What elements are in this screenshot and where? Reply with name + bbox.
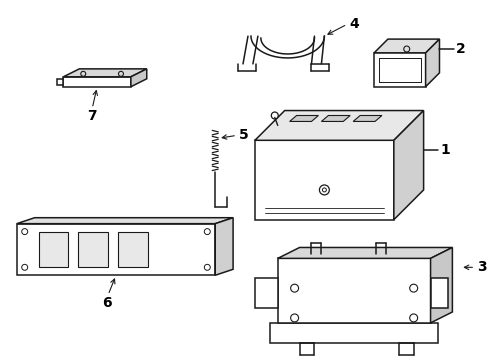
Polygon shape bbox=[255, 140, 394, 220]
Polygon shape bbox=[426, 39, 440, 87]
Polygon shape bbox=[63, 69, 147, 77]
Circle shape bbox=[404, 46, 410, 52]
Polygon shape bbox=[63, 77, 131, 87]
Polygon shape bbox=[374, 53, 426, 87]
Bar bbox=[78, 231, 108, 267]
Polygon shape bbox=[290, 116, 318, 121]
Polygon shape bbox=[278, 247, 452, 258]
Text: 1: 1 bbox=[441, 143, 450, 157]
Polygon shape bbox=[394, 111, 424, 220]
Circle shape bbox=[22, 229, 28, 235]
Text: 7: 7 bbox=[87, 109, 97, 123]
Polygon shape bbox=[255, 111, 424, 140]
Polygon shape bbox=[374, 39, 440, 53]
Bar bbox=[39, 231, 69, 267]
Circle shape bbox=[291, 284, 298, 292]
Polygon shape bbox=[431, 247, 452, 323]
Circle shape bbox=[410, 284, 417, 292]
Circle shape bbox=[291, 314, 298, 322]
Polygon shape bbox=[270, 323, 439, 343]
Polygon shape bbox=[255, 278, 278, 308]
Circle shape bbox=[322, 188, 326, 192]
Polygon shape bbox=[131, 69, 147, 87]
Polygon shape bbox=[278, 258, 431, 323]
Text: 5: 5 bbox=[239, 129, 249, 142]
Text: 2: 2 bbox=[456, 42, 466, 56]
Circle shape bbox=[204, 264, 210, 270]
Circle shape bbox=[22, 264, 28, 270]
Bar bbox=[118, 231, 148, 267]
Circle shape bbox=[410, 314, 417, 322]
Circle shape bbox=[204, 229, 210, 235]
Circle shape bbox=[81, 71, 86, 76]
Circle shape bbox=[119, 71, 123, 76]
Polygon shape bbox=[17, 218, 233, 224]
Polygon shape bbox=[431, 278, 448, 308]
Text: 6: 6 bbox=[102, 296, 112, 310]
Polygon shape bbox=[215, 218, 233, 275]
Polygon shape bbox=[17, 224, 215, 275]
Polygon shape bbox=[321, 116, 350, 121]
Polygon shape bbox=[57, 79, 63, 85]
Polygon shape bbox=[353, 116, 382, 121]
Circle shape bbox=[271, 112, 278, 119]
Text: 4: 4 bbox=[349, 17, 359, 31]
Circle shape bbox=[319, 185, 329, 195]
Text: 3: 3 bbox=[477, 260, 487, 274]
